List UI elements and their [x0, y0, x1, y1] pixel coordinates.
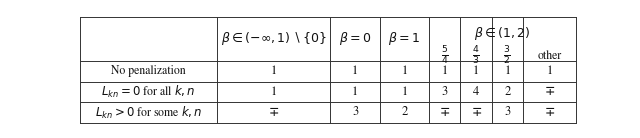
- Text: $\frac{5}{4}$: $\frac{5}{4}$: [441, 45, 449, 67]
- Text: 1: 1: [473, 66, 479, 77]
- Text: $\frac{4}{3}$: $\frac{4}{3}$: [472, 45, 480, 67]
- Text: other: other: [538, 50, 562, 62]
- Text: 3: 3: [504, 107, 511, 118]
- Text: $\mp$: $\mp$: [470, 106, 482, 119]
- Text: 1: 1: [271, 66, 277, 77]
- Text: 1: 1: [401, 66, 408, 77]
- Text: 1: 1: [401, 86, 408, 98]
- Text: $\beta \in (1,2)$: $\beta \in (1,2)$: [474, 25, 531, 42]
- Text: $\mp$: $\mp$: [268, 106, 280, 119]
- Text: $L_{kn} > 0$ for some $k, n$: $L_{kn} > 0$ for some $k, n$: [95, 104, 202, 120]
- Text: $\mp$: $\mp$: [544, 106, 555, 119]
- Text: $\mp$: $\mp$: [439, 106, 451, 119]
- Text: 3: 3: [352, 107, 358, 118]
- Text: $\mp$: $\mp$: [544, 85, 555, 98]
- Text: 1: 1: [442, 66, 448, 77]
- Text: $\frac{3}{2}$: $\frac{3}{2}$: [504, 45, 511, 67]
- Text: 4: 4: [473, 86, 479, 98]
- Text: No penalization: No penalization: [111, 65, 186, 77]
- Text: $\beta = 1$: $\beta = 1$: [388, 30, 420, 47]
- Text: 1: 1: [352, 86, 358, 98]
- Text: $\beta = 0$: $\beta = 0$: [339, 30, 371, 47]
- Text: 1: 1: [271, 86, 277, 98]
- Text: 1: 1: [547, 66, 552, 77]
- Text: 1: 1: [504, 66, 511, 77]
- Text: $L_{kn} = 0$ for all $k, n$: $L_{kn} = 0$ for all $k, n$: [101, 84, 196, 100]
- Text: 2: 2: [401, 107, 408, 118]
- Text: 1: 1: [352, 66, 358, 77]
- Text: 2: 2: [504, 86, 511, 98]
- Text: $\beta \in (-\infty,1)\setminus\{0\}$: $\beta \in (-\infty,1)\setminus\{0\}$: [221, 30, 327, 47]
- Text: 3: 3: [442, 86, 448, 98]
